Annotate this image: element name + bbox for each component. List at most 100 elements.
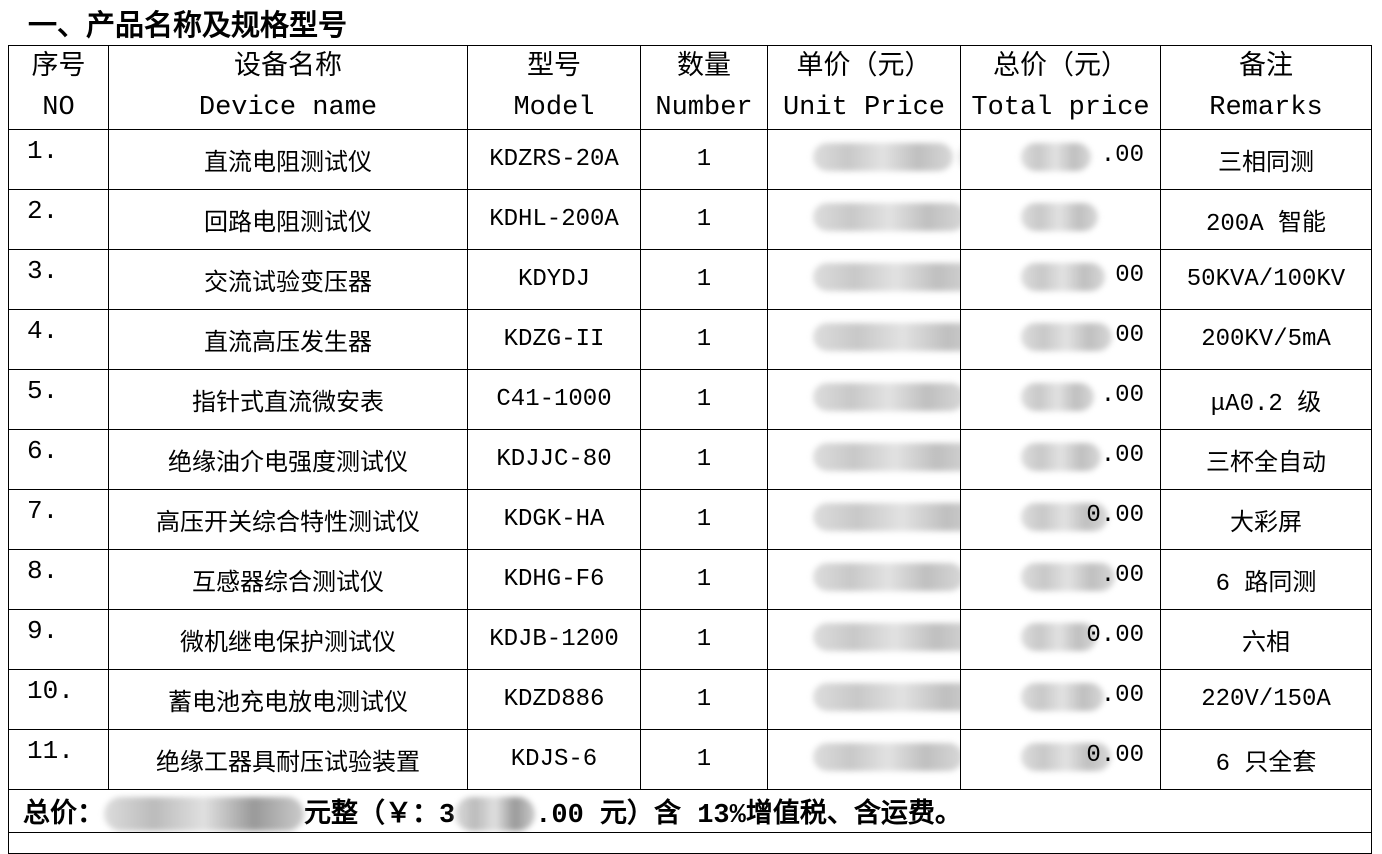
remarks: 六相 <box>1160 609 1372 670</box>
device-name: 回路电阻测试仪 <box>108 189 468 250</box>
device-name: 直流电阻测试仪 <box>108 129 468 190</box>
table-row: 1. 直流电阻测试仪 KDZRS-20A 1 .00 三相同测 <box>8 129 1372 190</box>
unit-price-redacted <box>767 669 961 730</box>
header-en: Total price <box>971 92 1150 123</box>
row-no: 7. <box>8 489 109 550</box>
total-label: 总价： <box>23 800 104 831</box>
remarks: 三相同测 <box>1160 129 1372 190</box>
total-price: .00 <box>960 549 1161 610</box>
quantity: 1 <box>640 729 768 790</box>
empty-row <box>8 832 1372 854</box>
device-name: 微机继电保护测试仪 <box>108 609 468 670</box>
model: KDJS-6 <box>467 729 641 790</box>
quantity: 1 <box>640 609 768 670</box>
header-cn: 序号 <box>31 52 86 83</box>
total-text-b: .00 元）含 13%增值税、含运费。 <box>535 800 962 831</box>
remarks: 大彩屏 <box>1160 489 1372 550</box>
device-name: 直流高压发生器 <box>108 309 468 370</box>
empty-cell <box>8 832 1372 854</box>
header-device-name: 设备名称 Device name <box>108 45 468 130</box>
table-row: 8. 互感器综合测试仪 KDHG-F6 1 .00 6 路同测 <box>8 549 1372 610</box>
device-name: 互感器综合测试仪 <box>108 549 468 610</box>
quantity: 1 <box>640 189 768 250</box>
header-remarks: 备注 Remarks <box>1160 45 1372 130</box>
model: KDZD886 <box>467 669 641 730</box>
quantity: 1 <box>640 309 768 370</box>
model: KDHG-F6 <box>467 549 641 610</box>
header-total-price: 总价（元） Total price <box>960 45 1161 130</box>
table-row: 6. 绝缘油介电强度测试仪 KDJJC-80 1 .00 三杯全自动 <box>8 429 1372 490</box>
header-no: 序号 NO <box>8 45 109 130</box>
header-cn: 单价（元） <box>796 52 932 83</box>
row-no: 9. <box>8 609 109 670</box>
quantity: 1 <box>640 549 768 610</box>
total-price-visible: .00 <box>1100 442 1144 469</box>
table-row: 3. 交流试验变压器 KDYDJ 1 00 50KVA/100KV <box>8 249 1372 310</box>
unit-price-redacted <box>767 369 961 430</box>
quantity: 1 <box>640 669 768 730</box>
header-en: Unit Price <box>782 92 946 123</box>
row-no: 2. <box>8 189 109 250</box>
unit-price-redacted <box>767 549 961 610</box>
total-price-visible: 0.00 <box>1086 622 1144 649</box>
total-price: .00 <box>960 669 1161 730</box>
table-row: 10. 蓄电池充电放电测试仪 KDZD886 1 .00 220V/150A <box>8 669 1372 730</box>
total-price <box>960 189 1161 250</box>
total-price: 00 <box>960 249 1161 310</box>
total-price-visible: 0.00 <box>1086 502 1144 529</box>
total-price: 0.00 <box>960 489 1161 550</box>
unit-price-redacted <box>767 729 961 790</box>
remarks: 200KV/5mA <box>1160 309 1372 370</box>
device-name: 蓄电池充电放电测试仪 <box>108 669 468 730</box>
quantity: 1 <box>640 489 768 550</box>
unit-price-redacted <box>767 189 961 250</box>
header-cn: 总价（元） <box>993 52 1128 83</box>
total-price: .00 <box>960 429 1161 490</box>
total-text-a: 元整（￥：3 <box>304 800 456 831</box>
total-price: 0.00 <box>960 609 1161 670</box>
total-price-visible: 00 <box>1115 262 1144 289</box>
total-price-visible: .00 <box>1100 682 1144 709</box>
total-price-visible: .00 <box>1100 142 1144 169</box>
table-row: 2. 回路电阻测试仪 KDHL-200A 1 200A 智能 <box>8 189 1372 250</box>
header-en: NO <box>42 92 75 123</box>
header-cn: 数量 <box>677 52 731 83</box>
row-no: 3. <box>8 249 109 310</box>
remarks: 6 只全套 <box>1160 729 1372 790</box>
total-cell: 总价： 元整（￥：3 .00 元）含 13%增值税、含运费。 <box>8 789 1372 833</box>
quantity: 1 <box>640 429 768 490</box>
total-price-visible: .00 <box>1100 382 1144 409</box>
header-en: Device name <box>198 92 378 123</box>
remarks: μA0.2 级 <box>1160 369 1372 430</box>
table-row: 9. 微机继电保护测试仪 KDJB-1200 1 0.00 六相 <box>8 609 1372 670</box>
row-no: 1. <box>8 129 109 190</box>
model: KDZRS-20A <box>467 129 641 190</box>
unit-price-redacted <box>767 309 961 370</box>
table-row: 7. 高压开关综合特性测试仪 KDGK-HA 1 0.00 大彩屏 <box>8 489 1372 550</box>
total-price-visible: .00 <box>1100 562 1144 589</box>
device-name: 绝缘油介电强度测试仪 <box>108 429 468 490</box>
total-price-visible: 0.00 <box>1086 742 1144 769</box>
table-row: 4. 直流高压发生器 KDZG-II 1 00 200KV/5mA <box>8 309 1372 370</box>
model: KDJB-1200 <box>467 609 641 670</box>
table-row: 11. 绝缘工器具耐压试验装置 KDJS-6 1 0.00 6 只全套 <box>8 729 1372 790</box>
model: KDZG-II <box>467 309 641 370</box>
table-row: 5. 指针式直流微安表 C41-1000 1 .00 μA0.2 级 <box>8 369 1372 430</box>
model: KDHL-200A <box>467 189 641 250</box>
total-amount-redacted <box>455 797 536 832</box>
header-en: Remarks <box>1209 92 1323 123</box>
model: KDJJC-80 <box>467 429 641 490</box>
row-no: 4. <box>8 309 109 370</box>
unit-price-redacted <box>767 489 961 550</box>
remarks: 220V/150A <box>1160 669 1372 730</box>
row-no: 10. <box>8 669 109 730</box>
total-price: 00 <box>960 309 1161 370</box>
row-no: 11. <box>8 729 109 790</box>
model: KDYDJ <box>467 249 641 310</box>
device-name: 交流试验变压器 <box>108 249 468 310</box>
total-row: 总价： 元整（￥：3 .00 元）含 13%增值税、含运费。 <box>8 789 1372 833</box>
header-en: Model <box>513 92 595 123</box>
product-table: 序号 NO 设备名称 Device name 型号 Model 数量 Number 单价（元） U… <box>8 45 1372 854</box>
header-en: Number <box>655 92 753 123</box>
model: C41-1000 <box>467 369 641 430</box>
